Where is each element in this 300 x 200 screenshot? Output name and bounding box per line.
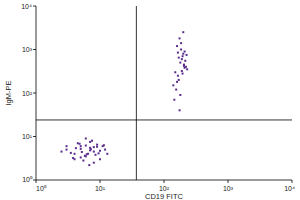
y-tick-label: 10¹: [22, 133, 33, 140]
point: [179, 94, 181, 96]
y-tick: [33, 49, 36, 50]
point: [84, 155, 86, 157]
point: [85, 137, 87, 139]
point: [96, 144, 98, 146]
point: [176, 45, 178, 47]
x-tick-label: 10⁴: [284, 185, 295, 192]
point: [91, 140, 93, 142]
y-tick-label: 10²: [22, 90, 33, 97]
point: [66, 149, 68, 151]
x-tick: [228, 180, 229, 183]
point: [180, 49, 182, 51]
point: [178, 79, 180, 81]
point: [103, 144, 105, 146]
quadrant-line-x: [136, 6, 137, 180]
y-tick: [33, 6, 36, 7]
x-tick: [36, 180, 37, 183]
point: [93, 162, 95, 164]
points: [60, 31, 188, 166]
point: [74, 153, 76, 155]
x-tick-label: 10¹: [95, 185, 106, 192]
y-tick: [33, 93, 36, 94]
point: [186, 54, 188, 56]
y-tick-label: 10⁴: [21, 3, 32, 10]
point: [182, 55, 184, 57]
point: [75, 147, 77, 149]
point: [179, 37, 181, 39]
point: [98, 152, 100, 154]
point: [183, 65, 185, 67]
x-axis-label: CD19 FITC: [145, 192, 184, 200]
x-tick: [292, 180, 293, 183]
point: [82, 160, 84, 162]
point: [99, 158, 101, 160]
point: [93, 151, 95, 153]
point: [186, 68, 188, 70]
point: [106, 153, 108, 155]
point: [90, 148, 92, 150]
point: [174, 71, 176, 73]
point: [81, 151, 83, 153]
chart: 10⁰ 10¹ 10² 10³ 10⁴ 10⁰ 10¹ 10² 10³ 10⁴ CD19 FITC I…: [0, 0, 300, 200]
point: [99, 150, 101, 152]
x-tick-label: 10⁰: [36, 185, 47, 192]
y-tick: [33, 136, 36, 137]
point: [181, 70, 183, 72]
point: [80, 156, 82, 158]
point: [177, 52, 179, 54]
point: [70, 152, 72, 154]
point: [184, 50, 186, 52]
y-axis-label: IgM-PE: [4, 80, 13, 105]
x-tick-label: 10³: [223, 185, 234, 192]
point: [179, 109, 181, 111]
point: [72, 157, 74, 159]
y-tick: [33, 180, 36, 181]
point: [88, 164, 90, 166]
x-tick: [164, 180, 165, 183]
quadrant-line-y: [36, 119, 292, 120]
x-tick-label: 10²: [159, 185, 170, 192]
point: [79, 143, 81, 145]
point: [184, 60, 186, 62]
point: [104, 149, 106, 151]
point: [182, 53, 184, 55]
point: [184, 67, 186, 69]
y-tick-label: 10⁰: [22, 176, 33, 183]
point: [178, 57, 180, 59]
point: [85, 145, 87, 147]
x-tick: [100, 180, 101, 183]
point: [80, 148, 82, 150]
point: [176, 81, 178, 83]
point: [182, 73, 184, 75]
point: [96, 146, 98, 148]
point: [181, 58, 183, 60]
point: [86, 153, 88, 155]
point: [80, 145, 82, 147]
point: [60, 151, 62, 153]
point: [94, 154, 96, 156]
point: [77, 142, 79, 144]
point: [182, 31, 184, 33]
point: [175, 89, 177, 91]
point: [173, 99, 175, 101]
point: [66, 145, 68, 147]
point: [93, 146, 95, 148]
point: [85, 155, 87, 157]
point: [177, 75, 179, 77]
y-tick-label: 10³: [22, 46, 33, 53]
point: [172, 84, 174, 86]
point: [180, 42, 182, 44]
point: [179, 62, 181, 64]
point: [89, 141, 91, 143]
